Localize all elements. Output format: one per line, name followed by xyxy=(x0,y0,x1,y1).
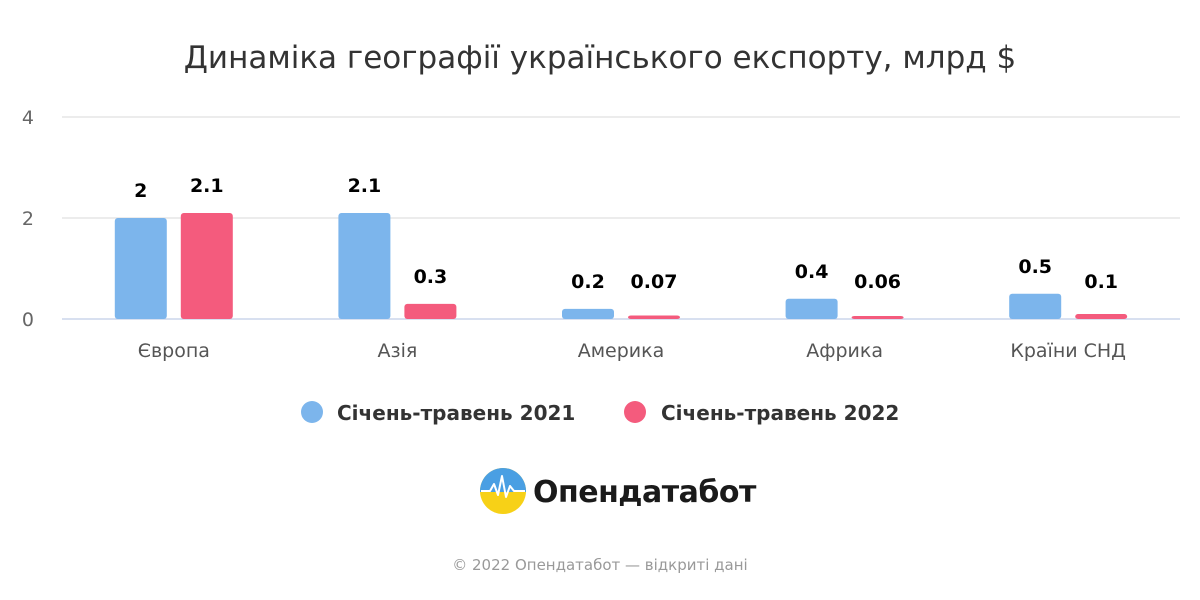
bar-2021[interactable] xyxy=(114,218,167,319)
chart-title: Динаміка географії українського експорту… xyxy=(184,40,1017,76)
legend-marker-2022 xyxy=(624,401,646,423)
data-labels: 2 2.1 2.1 0.3 0.2 0.07 0.4 0.06 0.5 0.1 xyxy=(134,175,1118,293)
x-tick-label: Країни СНД xyxy=(1010,340,1126,362)
data-label: 0.1 xyxy=(1084,271,1118,293)
data-label: 0.06 xyxy=(854,271,901,293)
legend-item-2021[interactable]: Січень-травень 2021 xyxy=(301,401,575,425)
data-label: 0.5 xyxy=(1018,256,1052,278)
legend-label-2022: Січень-травень 2022 xyxy=(661,401,899,425)
legend-label-2021: Січень-травень 2021 xyxy=(337,401,575,425)
bars xyxy=(114,212,1128,319)
x-tick-label: Америка xyxy=(578,340,665,362)
logo-text: Опендатабот xyxy=(533,475,757,510)
bar-2022[interactable] xyxy=(404,303,457,319)
bar-2021[interactable] xyxy=(338,212,391,319)
y-tick-label: 4 xyxy=(22,107,34,129)
grid: 0 2 4 xyxy=(22,107,1180,331)
y-tick-label: 0 xyxy=(22,309,34,331)
logo-icon xyxy=(480,468,526,514)
data-label: 2 xyxy=(134,180,147,202)
data-label: 0.07 xyxy=(631,271,678,293)
legend-item-2022[interactable]: Січень-травень 2022 xyxy=(624,401,899,425)
legend: Січень-травень 2021 Січень-травень 2022 xyxy=(301,401,899,425)
data-label: 0.2 xyxy=(571,271,605,293)
bar-2022[interactable] xyxy=(1075,313,1128,319)
bar-2021[interactable] xyxy=(785,298,838,319)
bar-2021[interactable] xyxy=(1009,293,1062,319)
data-label: 2.1 xyxy=(348,175,382,197)
bar-2021[interactable] xyxy=(562,308,614,319)
x-tick-label: Європа xyxy=(138,340,210,362)
legend-marker-2021 xyxy=(301,401,323,423)
data-label: 0.3 xyxy=(414,266,448,288)
bar-2022[interactable] xyxy=(628,315,680,319)
logo: Опендатабот xyxy=(480,468,757,514)
copyright-text: © 2022 Опендатабот — відкриті дані xyxy=(452,556,747,574)
data-label: 2.1 xyxy=(190,175,224,197)
x-tick-label: Африка xyxy=(806,340,883,362)
x-axis-labels: Європа Азія Америка Африка Країни СНД xyxy=(138,340,1126,362)
y-tick-label: 2 xyxy=(22,208,34,230)
data-label: 0.4 xyxy=(795,261,829,283)
x-tick-label: Азія xyxy=(377,340,417,362)
bar-2022[interactable] xyxy=(851,315,904,319)
bar-2022[interactable] xyxy=(180,212,233,319)
